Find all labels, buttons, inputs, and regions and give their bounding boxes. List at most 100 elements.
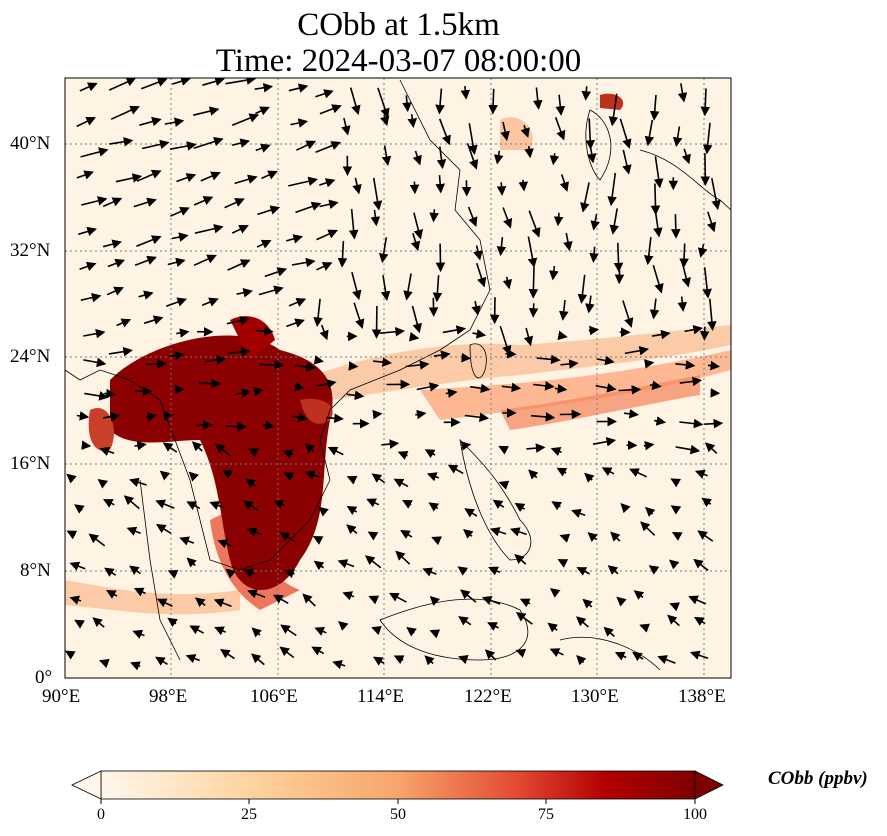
- wind-vector-arrow: [364, 555, 382, 569]
- wind-vector-arrow: [201, 297, 219, 307]
- wind-vector-arrow: [200, 171, 221, 182]
- wind-vector-arrow: [171, 78, 191, 86]
- wind-vector-arrow: [528, 210, 541, 238]
- wind-vector-arrow: [341, 117, 351, 136]
- wind-vector-arrow: [472, 329, 487, 339]
- wind-vector-arrow: [649, 94, 660, 121]
- wind-vector-arrow: [66, 473, 77, 484]
- wind-vector-arrow: [155, 656, 168, 666]
- wind-vector-arrow: [313, 560, 325, 571]
- wind-vector-arrow: [633, 590, 645, 600]
- wind-vector-arrow: [650, 183, 661, 216]
- wind-vector-arrow: [286, 318, 305, 328]
- wind-vector-arrow: [595, 383, 617, 393]
- wind-vector-arrow: [250, 653, 265, 666]
- wind-vector-arrow: [697, 530, 714, 542]
- wind-vector-arrow: [342, 591, 355, 601]
- wind-vector-arrow: [242, 500, 259, 511]
- wind-vector-arrow: [377, 87, 390, 119]
- wind-vector-arrow: [424, 655, 435, 666]
- wind-vector-arrow: [220, 649, 235, 660]
- wind-vector-arrow: [643, 440, 655, 451]
- wind-vector-arrow: [97, 478, 109, 489]
- wind-vector-arrow: [639, 623, 650, 633]
- wind-vector-arrow: [435, 243, 446, 273]
- wind-vector-arrow: [533, 381, 555, 391]
- wind-vector-arrow: [624, 409, 639, 419]
- wind-vector-arrow: [381, 439, 400, 449]
- wind-vector-arrow: [259, 360, 285, 370]
- wind-vector-arrow: [256, 239, 272, 249]
- wind-vector-arrow: [81, 196, 108, 206]
- wind-vector-arrow: [246, 527, 263, 537]
- wind-vector-arrow: [164, 117, 185, 127]
- lon-tick-label: 114°E: [357, 686, 404, 707]
- wind-vector-arrow: [74, 619, 85, 629]
- wind-vector-arrow: [704, 442, 718, 454]
- wind-vector-arrow: [649, 298, 660, 320]
- wind-vector-arrow: [83, 328, 106, 339]
- wind-vector-arrow: [556, 467, 568, 477]
- wind-vector-arrow: [176, 328, 190, 338]
- wind-vector-arrow: [65, 650, 76, 660]
- wind-vector-arrow: [406, 626, 417, 637]
- wind-vector-arrow: [590, 214, 600, 231]
- wind-vector-arrow: [143, 315, 164, 325]
- wind-vector-arrow: [279, 646, 295, 659]
- wind-vector-arrow: [436, 146, 447, 170]
- wind-vector-arrow: [484, 649, 497, 661]
- wind-vector-arrow: [711, 178, 721, 211]
- wind-vector-arrow: [69, 561, 86, 571]
- wind-vector-arrow: [619, 118, 632, 149]
- wind-vector-arrow: [575, 616, 589, 628]
- wind-vector-arrow: [316, 229, 338, 241]
- wind-vector-arrow: [315, 89, 334, 99]
- wind-vector-arrow: [104, 388, 116, 399]
- colorbar-tick-label: 100: [683, 806, 707, 823]
- wind-vector-arrow: [338, 620, 349, 631]
- wind-vector-arrow: [607, 172, 617, 207]
- colorbar-tick-label: 0: [97, 806, 105, 823]
- wind-vector-arrow: [582, 598, 593, 609]
- wind-vector-arrow: [194, 597, 206, 608]
- wind-vector-arrow: [400, 529, 413, 539]
- wind-vector-arrow: [315, 141, 342, 153]
- wind-vector-arrow: [438, 118, 451, 146]
- wind-vector-arrow: [610, 531, 621, 542]
- wind-vector-arrow: [171, 232, 189, 242]
- wind-vector-arrow: [549, 153, 560, 166]
- wind-vector-arrow: [585, 118, 596, 150]
- wind-vector-arrow: [380, 275, 391, 301]
- wind-vector-arrow: [346, 475, 358, 485]
- wind-vector-arrow: [457, 654, 469, 665]
- wind-vector-arrow: [133, 587, 146, 597]
- wind-vector-arrow: [348, 208, 359, 240]
- wind-vector-arrow: [337, 240, 348, 268]
- wind-vector-arrow: [129, 565, 141, 575]
- wind-vector-arrow: [349, 87, 361, 116]
- wind-vector-arrow: [304, 470, 321, 480]
- wind-vector-arrow: [702, 267, 712, 299]
- wind-vector-arrow: [76, 116, 96, 128]
- wind-vector-arrow: [643, 237, 654, 266]
- wind-vector-arrow: [471, 300, 481, 316]
- lon-tick-label: 106°E: [250, 686, 298, 707]
- wind-vector-arrow: [235, 388, 252, 398]
- wind-vector-arrow: [179, 536, 195, 546]
- wind-vector-arrow: [368, 595, 380, 605]
- wind-vector-arrow: [146, 412, 157, 422]
- wind-vector-arrow: [395, 550, 411, 565]
- wind-vector-arrow: [393, 655, 405, 665]
- wind-vector-arrow: [460, 589, 477, 603]
- wind-vector-arrow: [557, 330, 568, 341]
- lat-tick-label: 24°N: [10, 346, 51, 367]
- wind-vector-arrow: [670, 505, 682, 515]
- wind-vector-arrow: [193, 136, 224, 149]
- wind-vector-arrow: [428, 502, 440, 512]
- wind-vector-arrow: [496, 182, 507, 196]
- wind-vector-arrow: [707, 360, 721, 371]
- wind-vector-arrow: [657, 655, 676, 665]
- wind-vector-arrow: [613, 242, 624, 273]
- wind-vector-arrow: [254, 83, 274, 93]
- wind-vector-arrow: [319, 178, 336, 188]
